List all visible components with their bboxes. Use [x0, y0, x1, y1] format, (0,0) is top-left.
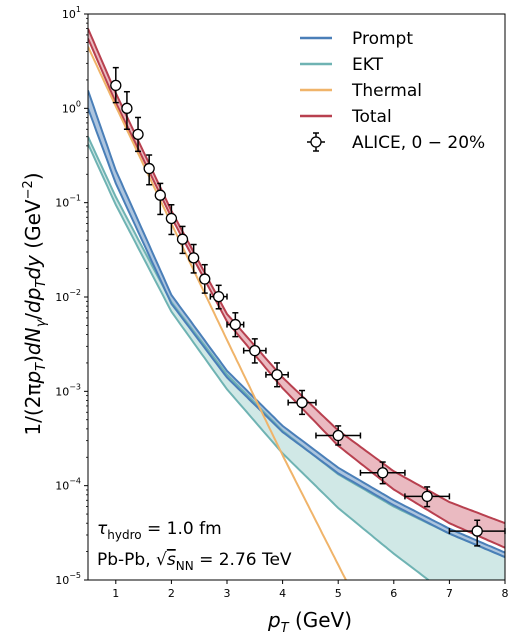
y-tick-label: 100: [62, 99, 81, 115]
data-point: [154, 182, 166, 216]
data-point: [226, 312, 245, 338]
theory-bands: [88, 28, 505, 580]
y-axis: 10−5 10−4 10−3 10−2 10−1 100 101: [55, 5, 88, 587]
annotation-collision-system: Pb-Pb, √sNN = 2.76 TeV: [97, 550, 292, 573]
x-tick-label: 7: [446, 587, 453, 600]
data-marker: [421, 490, 433, 503]
data-point: [287, 389, 317, 416]
legend-label: ALICE, 0 − 20%: [352, 133, 485, 153]
data-marker: [213, 290, 225, 303]
total-line-lower: [88, 38, 505, 549]
x-tick-label: 3: [224, 587, 231, 600]
data-marker: [143, 162, 155, 175]
data-point: [176, 225, 189, 255]
legend-label: EKT: [352, 55, 384, 75]
data-point: [315, 425, 362, 446]
legend-label: Thermal: [351, 81, 422, 101]
legend: Prompt EKT Thermal Total ALICE, 0 − 20%: [300, 29, 485, 153]
prompt-band: [88, 90, 505, 558]
data-marker: [271, 369, 283, 381]
x-axis-label: pT (GeV): [267, 608, 352, 636]
data-marker: [154, 189, 166, 201]
legend-item-alice: ALICE, 0 − 20%: [307, 132, 485, 153]
y-tick-label: 101: [62, 5, 81, 21]
data-marker: [249, 344, 261, 357]
x-tick-label: 2: [168, 587, 175, 600]
prompt-line-upper: [88, 90, 505, 554]
data-marker: [176, 233, 189, 245]
data-marker: [377, 467, 389, 479]
ekt-line-upper: [88, 136, 505, 559]
y-tick-label: 10−1: [55, 194, 81, 210]
data-point: [143, 154, 155, 186]
legend-item-ekt: EKT: [300, 55, 384, 75]
x-tick-label: 5: [335, 587, 342, 600]
legend-label: Prompt: [352, 29, 413, 49]
ekt-line-lower: [88, 143, 431, 580]
data-marker: [199, 273, 211, 285]
data-point: [209, 284, 228, 310]
data-marker: [471, 525, 483, 537]
y-tick-label: 10−3: [55, 382, 81, 398]
data-point: [121, 90, 133, 131]
y-axis-label: 1/(2πpT)dNγ/dpTdy (GeV−2): [21, 172, 49, 435]
y-tick-label: 10−5: [55, 571, 81, 587]
legend-marker: [310, 136, 322, 148]
x-tick-label: 6: [390, 587, 397, 600]
data-marker: [121, 102, 133, 114]
data-point: [110, 66, 122, 104]
x-axis: 1 2 3 4 5 6 7 8: [112, 580, 509, 600]
data-point: [265, 362, 289, 388]
total-line-upper: [88, 28, 505, 525]
data-point: [359, 461, 406, 485]
data-marker: [296, 396, 308, 409]
data-marker: [332, 429, 344, 442]
data-marker: [187, 252, 200, 264]
legend-label: Total: [351, 107, 392, 127]
thermal-line: [88, 46, 348, 580]
x-tick-label: 1: [112, 587, 119, 600]
legend-item-total: Total: [300, 107, 392, 127]
data-marker: [110, 79, 122, 92]
data-marker: [229, 318, 241, 331]
data-point: [199, 263, 211, 294]
data-marker: [165, 212, 178, 225]
y-tick-label: 10−2: [55, 288, 81, 304]
data-point: [187, 243, 200, 274]
legend-item-prompt: Prompt: [300, 29, 413, 49]
data-point: [132, 116, 144, 153]
prompt-line-lower: [88, 107, 505, 559]
annotation-tau-hydro: τhydro = 1.0 fm: [97, 519, 222, 542]
total-band: [88, 28, 505, 548]
data-point: [165, 204, 178, 236]
data-marker: [132, 128, 144, 140]
data-point: [404, 486, 451, 508]
data-point: [242, 338, 267, 364]
x-tick-label: 4: [279, 587, 286, 600]
x-tick-label: 8: [502, 587, 509, 600]
legend-item-thermal: Thermal: [300, 81, 422, 101]
y-tick-label: 10−4: [55, 477, 81, 493]
plot-frame: [87, 13, 506, 581]
